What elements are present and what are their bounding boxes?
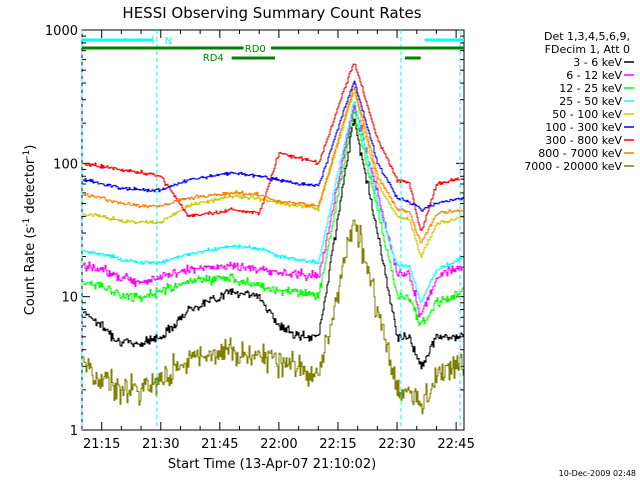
series-3: [83, 101, 464, 303]
series-line: [83, 80, 464, 212]
series-line: [83, 118, 464, 370]
legend-entry: 800 - 7000 keV: [538, 147, 622, 160]
y-label-end: ): [23, 145, 38, 150]
x-tick-label: 21:45: [201, 437, 238, 452]
series-0: [83, 118, 464, 370]
y-tick-label: 10: [61, 291, 78, 306]
rd0-label: RD0: [245, 44, 266, 55]
night-label: N: [165, 36, 172, 47]
y-axis-label: Count Rate (s-1 detector-1): [22, 145, 38, 316]
series-line: [83, 86, 464, 244]
series-layer: [83, 63, 464, 415]
legend-entry: 25 - 50 keV: [559, 95, 622, 108]
footer-date: 10-Dec-2009 02:48: [559, 469, 636, 478]
x-axis-label: Start Time (13-Apr-07 21:10:02): [168, 457, 376, 472]
y-tick-label: 1000: [45, 24, 78, 39]
legend-entry: 7000 - 20000 keV: [524, 160, 622, 173]
series-line: [83, 111, 464, 327]
legend-entry: 50 - 100 keV: [552, 108, 622, 121]
y-label-exp2: -1: [22, 150, 32, 159]
x-tick-label: 21:15: [83, 437, 120, 452]
y-label-mid: detector: [23, 158, 38, 218]
series-line: [83, 219, 464, 415]
y-label-main: Count Rate (s: [23, 227, 38, 316]
legend-entry: 3 - 6 keV: [573, 56, 622, 69]
x-tick-label: 22:45: [437, 437, 474, 452]
x-tick-label: 22:00: [260, 437, 297, 452]
y-tick-label: 1: [70, 424, 78, 439]
x-tick-label: 22:15: [319, 437, 356, 452]
legend: Det 1,3,4,5,6,9,FDecim 1, Att 03 - 6 keV…: [524, 30, 634, 173]
series-8: [83, 219, 464, 415]
legend-header: FDecim 1, Att 0: [545, 43, 630, 56]
series-line: [83, 63, 464, 231]
x-tick-label: 22:30: [378, 437, 415, 452]
legend-entry: 12 - 25 keV: [559, 82, 622, 95]
x-tick-label: 21:30: [142, 437, 179, 452]
rd4-label: RD4: [203, 53, 224, 64]
attenuator-lines: [81, 30, 461, 430]
flag-bars: N RD0 RD4: [82, 36, 464, 64]
series-7: [83, 86, 464, 244]
series-line: [83, 101, 464, 303]
y-label-exp1: -1: [22, 218, 32, 227]
legend-header: Det 1,3,4,5,6,9,: [544, 30, 630, 43]
series-6: [83, 63, 464, 231]
y-tick-label: 100: [53, 157, 78, 172]
legend-entry: 6 - 12 keV: [566, 69, 622, 82]
series-5: [83, 80, 464, 212]
series-1: [83, 104, 464, 318]
x-axis: 21:15 21:30 21:45 22:00 22:15 22:30 22:45: [81, 30, 475, 452]
legend-entry: 300 - 800 keV: [545, 134, 622, 147]
series-2: [83, 111, 464, 327]
series-line: [83, 104, 464, 318]
legend-entry: 100 - 300 keV: [545, 121, 622, 134]
chart-title: HESSI Observing Summary Count Rates: [122, 4, 421, 22]
